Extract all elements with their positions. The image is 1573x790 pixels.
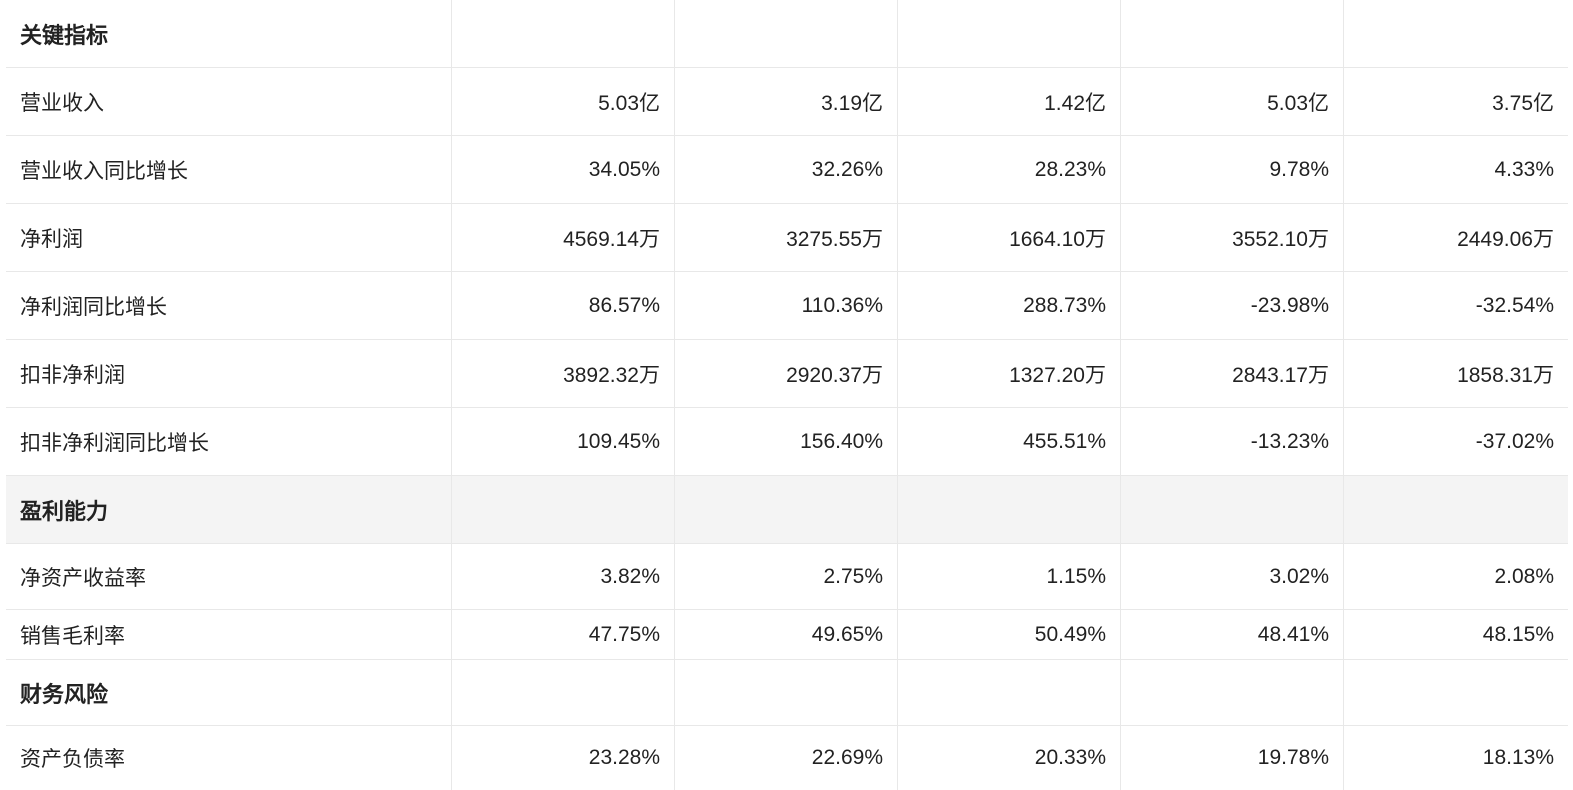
table-cell: 110.36% xyxy=(675,272,898,339)
table-cell: 1664.10万 xyxy=(898,204,1121,271)
row-label: 资产负债率 xyxy=(6,726,452,790)
table-cell xyxy=(898,660,1121,725)
section-title: 盈利能力 xyxy=(6,476,452,543)
table-cell xyxy=(452,0,675,67)
table-cell: 3892.32万 xyxy=(452,340,675,407)
table-cell xyxy=(1344,0,1568,67)
table-row: 营业收入同比增长 34.05% 32.26% 28.23% 9.78% 4.33… xyxy=(6,136,1568,204)
table-cell xyxy=(452,476,675,543)
table-cell xyxy=(1121,0,1344,67)
section-row-profitability: 盈利能力 xyxy=(6,476,1568,544)
table-cell: 2.08% xyxy=(1494,564,1554,588)
table-cell: 4.33% xyxy=(1494,157,1554,181)
table-cell: 19.78% xyxy=(1121,726,1344,790)
table-cell: 3275.55万 xyxy=(675,204,898,271)
table-cell: -32.54% xyxy=(1475,293,1554,317)
table-cell: 86.57% xyxy=(452,272,675,339)
table-cell xyxy=(675,660,898,725)
table-row: 扣非净利润同比增长 109.45% 156.40% 455.51% -13.23… xyxy=(6,408,1568,476)
table-cell: -37.02% xyxy=(1475,429,1554,453)
row-label: 营业收入同比增长 xyxy=(6,136,452,203)
table-cell: 3.82% xyxy=(452,544,675,609)
table-cell xyxy=(452,660,675,725)
row-label: 营业收入 xyxy=(6,68,452,135)
table-cell: 22.69% xyxy=(675,726,898,790)
row-label: 净资产收益率 xyxy=(6,544,452,609)
table-cell: 47.75% xyxy=(452,610,675,659)
table-cell: 5.03亿 xyxy=(1121,68,1344,135)
table-cell: 20.33% xyxy=(898,726,1121,790)
section-title: 财务风险 xyxy=(6,660,452,725)
table-cell: 455.51% xyxy=(898,408,1121,475)
table-cell: 2449.06万 xyxy=(1457,227,1554,251)
table-row: 扣非净利润 3892.32万 2920.37万 1327.20万 2843.17… xyxy=(6,340,1568,408)
table-cell: 49.65% xyxy=(675,610,898,659)
table-cell xyxy=(1344,476,1568,543)
table-cell: 3.19亿 xyxy=(675,68,898,135)
table-cell: 2843.17万 xyxy=(1121,340,1344,407)
table-cell: 3.75亿 xyxy=(1492,91,1554,115)
table-cell: 28.23% xyxy=(898,136,1121,203)
table-cell: 288.73% xyxy=(898,272,1121,339)
table-row: 净资产收益率 3.82% 2.75% 1.15% 3.02% 2.08% xyxy=(6,544,1568,610)
table-row: 资产负债率 23.28% 22.69% 20.33% 19.78% 18.13% xyxy=(6,726,1568,790)
financial-indicators-table: 关键指标 营业收入 5.03亿 3.19亿 1.42亿 5.03亿 3.75亿 … xyxy=(6,0,1568,790)
table-cell xyxy=(1121,476,1344,543)
section-title: 关键指标 xyxy=(6,0,452,67)
table-cell: 48.15% xyxy=(1482,622,1554,646)
table-cell: -23.98% xyxy=(1121,272,1344,339)
table-cell: 23.28% xyxy=(452,726,675,790)
table-cell: 2920.37万 xyxy=(675,340,898,407)
table-cell xyxy=(675,0,898,67)
table-row: 营业收入 5.03亿 3.19亿 1.42亿 5.03亿 3.75亿 xyxy=(6,68,1568,136)
table-row: 销售毛利率 47.75% 49.65% 50.49% 48.41% 48.15% xyxy=(6,610,1568,660)
table-cell: 3.02% xyxy=(1121,544,1344,609)
table-cell: 3552.10万 xyxy=(1121,204,1344,271)
row-label: 扣非净利润 xyxy=(6,340,452,407)
table-cell: 1327.20万 xyxy=(898,340,1121,407)
table-cell: 32.26% xyxy=(675,136,898,203)
table-row: 净利润 4569.14万 3275.55万 1664.10万 3552.10万 … xyxy=(6,204,1568,272)
table-cell: 1.42亿 xyxy=(898,68,1121,135)
section-row-key-indicators: 关键指标 xyxy=(6,0,1568,68)
table-cell: 156.40% xyxy=(675,408,898,475)
table-cell: -13.23% xyxy=(1121,408,1344,475)
section-row-financial-risk: 财务风险 xyxy=(6,660,1568,726)
table-cell: 34.05% xyxy=(452,136,675,203)
row-label: 净利润 xyxy=(6,204,452,271)
table-cell xyxy=(898,476,1121,543)
table-cell: 48.41% xyxy=(1121,610,1344,659)
table-cell xyxy=(1344,660,1568,725)
table-cell: 9.78% xyxy=(1121,136,1344,203)
row-label: 净利润同比增长 xyxy=(6,272,452,339)
table-cell: 5.03亿 xyxy=(452,68,675,135)
table-cell: 18.13% xyxy=(1482,746,1554,769)
table-cell xyxy=(898,0,1121,67)
row-label: 销售毛利率 xyxy=(6,610,452,659)
table-cell: 1858.31万 xyxy=(1457,363,1554,387)
table-cell xyxy=(675,476,898,543)
row-label: 扣非净利润同比增长 xyxy=(6,408,452,475)
table-cell xyxy=(1121,660,1344,725)
table-cell: 2.75% xyxy=(675,544,898,609)
table-cell: 50.49% xyxy=(898,610,1121,659)
table-row: 净利润同比增长 86.57% 110.36% 288.73% -23.98% -… xyxy=(6,272,1568,340)
table-cell: 4569.14万 xyxy=(452,204,675,271)
table-cell: 109.45% xyxy=(452,408,675,475)
table-cell: 1.15% xyxy=(898,544,1121,609)
